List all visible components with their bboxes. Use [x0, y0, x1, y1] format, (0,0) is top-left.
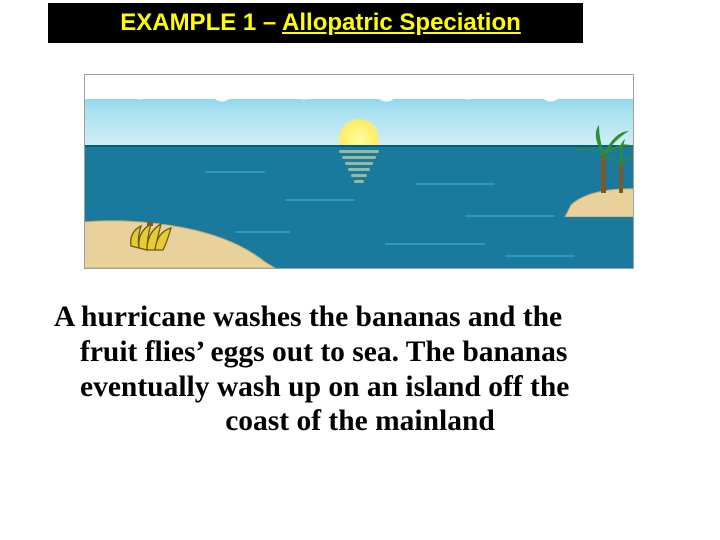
- body-line-4: coast of the mainland: [54, 404, 666, 439]
- title-prefix: EXAMPLE 1 –: [120, 9, 282, 36]
- sun-reflection-streak: [348, 168, 370, 171]
- bananas-icon: [125, 220, 177, 254]
- sun-reflection-streak: [351, 174, 367, 177]
- sun-reflection: [337, 147, 381, 195]
- sun-reflection-streak: [339, 150, 379, 153]
- wave-line: [385, 243, 485, 245]
- title-bar: EXAMPLE 1 – Allopatric Speciation: [48, 3, 583, 43]
- body-line-2: fruit flies’ eggs out to sea. The banana…: [54, 335, 666, 370]
- clouds: [85, 75, 633, 99]
- body-line-1: A hurricane washes the bananas and the: [54, 300, 666, 335]
- title-text: EXAMPLE 1 – Allopatric Speciation: [120, 9, 521, 37]
- body-paragraph: A hurricane washes the bananas and the f…: [54, 300, 666, 439]
- wave-line: [415, 183, 495, 185]
- island-right-svg: [541, 117, 634, 217]
- wave-line: [505, 255, 575, 257]
- body-line-3: eventually wash up on an island off the: [54, 370, 666, 405]
- island-right: [541, 117, 634, 217]
- island-left-svg: [84, 216, 275, 268]
- sun-reflection-streak: [354, 180, 364, 183]
- wave-line: [205, 171, 265, 173]
- illustration-scene: [84, 74, 634, 269]
- island-left: [84, 216, 275, 268]
- sun-reflection-streak: [345, 162, 373, 165]
- sun-reflection-streak: [342, 156, 376, 159]
- bananas-svg: [125, 220, 177, 254]
- wave-line: [285, 199, 355, 201]
- title-underlined: Allopatric Speciation: [282, 9, 521, 36]
